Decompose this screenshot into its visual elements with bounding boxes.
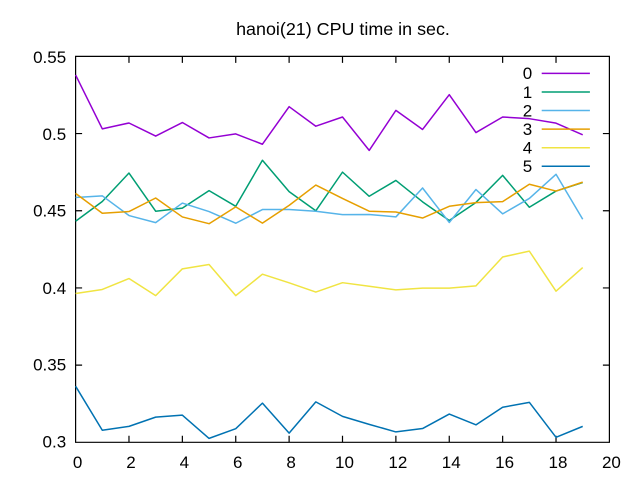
svg-text:8: 8: [286, 453, 295, 472]
svg-text:12: 12: [388, 453, 407, 472]
svg-text:hanoi(21) CPU time in sec.: hanoi(21) CPU time in sec.: [236, 19, 450, 39]
svg-text:4: 4: [180, 453, 189, 472]
svg-text:0.5: 0.5: [43, 125, 67, 144]
svg-text:10: 10: [335, 453, 354, 472]
svg-text:20: 20: [602, 453, 621, 472]
svg-text:0.35: 0.35: [33, 356, 66, 375]
svg-text:3: 3: [523, 120, 532, 139]
svg-text:6: 6: [233, 453, 242, 472]
svg-text:1: 1: [523, 83, 532, 102]
svg-text:4: 4: [523, 139, 532, 158]
svg-text:0.4: 0.4: [43, 279, 67, 298]
svg-text:18: 18: [549, 453, 568, 472]
svg-text:0.3: 0.3: [43, 433, 67, 452]
svg-text:5: 5: [523, 157, 532, 176]
svg-text:14: 14: [442, 453, 461, 472]
svg-text:0.45: 0.45: [33, 202, 66, 221]
svg-text:16: 16: [495, 453, 514, 472]
svg-text:2: 2: [523, 101, 532, 120]
svg-text:2: 2: [126, 453, 135, 472]
svg-text:0: 0: [73, 453, 82, 472]
svg-text:0.55: 0.55: [33, 48, 66, 67]
svg-text:0: 0: [523, 64, 532, 83]
